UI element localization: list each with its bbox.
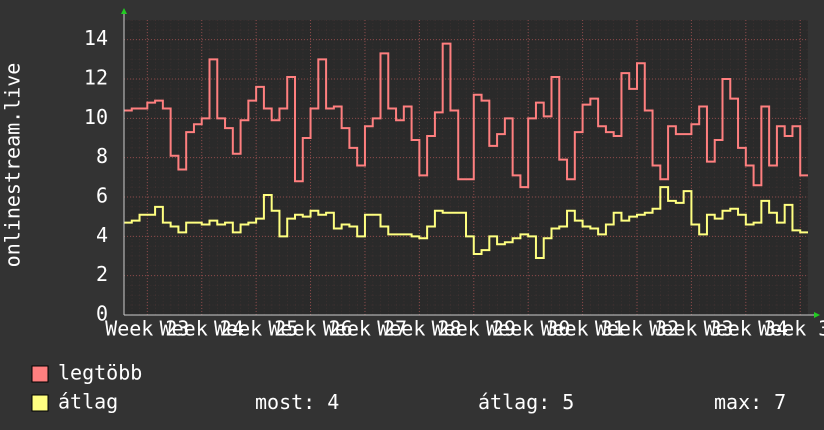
x-tick-label: Week 30 (486, 317, 570, 341)
y-tick-label: 12 (84, 66, 108, 90)
y-axis-label: onlinestream.live (1, 63, 25, 268)
stat-label: max: (714, 390, 762, 414)
x-tick-label: Week 24 (160, 317, 244, 341)
x-tick-label: Week 31 (540, 317, 624, 341)
series (124, 42, 808, 259)
x-tick-label: Week 32 (595, 317, 679, 341)
x-tick-label: Week 29 (432, 317, 516, 341)
y-tick-label: 0 (96, 302, 108, 326)
legend-swatch (31, 365, 49, 383)
stat: max: 7 (714, 390, 786, 414)
minor-grid (124, 20, 808, 315)
x-tick-label: Week 27 (323, 317, 407, 341)
stat-label: átlag: (478, 390, 550, 414)
stat: átlag: 5 (478, 390, 574, 414)
x-tick-label: Week 26 (268, 317, 352, 341)
y-tick-label: 2 (96, 262, 108, 286)
stat: most: 4 (255, 390, 339, 414)
y-tick-label: 4 (96, 223, 108, 247)
legend: legtöbb átlag most: 4 átlag: 5 max: 7 (31, 361, 786, 414)
x-tick-label: Week 23 (105, 317, 189, 341)
y-tick-label: 6 (96, 184, 108, 208)
stat-label: most: (255, 390, 315, 414)
series-line (124, 42, 808, 189)
legend-label: legtöbb (58, 361, 142, 385)
axis-arrow (121, 8, 127, 14)
x-tick-label: Week 35 (758, 317, 824, 341)
x-tick-label: Week 25 (214, 317, 298, 341)
stat-value: 7 (774, 390, 786, 414)
y-tick-label: 8 (96, 144, 108, 168)
x-tick-label: Week 28 (377, 317, 461, 341)
legend-swatch (31, 394, 49, 412)
series-line (124, 186, 808, 259)
x-tick-label: Week 34 (704, 317, 788, 341)
stat-value: 5 (562, 390, 574, 414)
y-tick-label: 14 (84, 26, 108, 50)
y-tick-label: 10 (84, 105, 108, 129)
legend-label: átlag (58, 390, 118, 414)
stat-value: 4 (327, 390, 339, 414)
x-tick-label: Week 33 (649, 317, 733, 341)
axis-arrow (814, 312, 820, 318)
